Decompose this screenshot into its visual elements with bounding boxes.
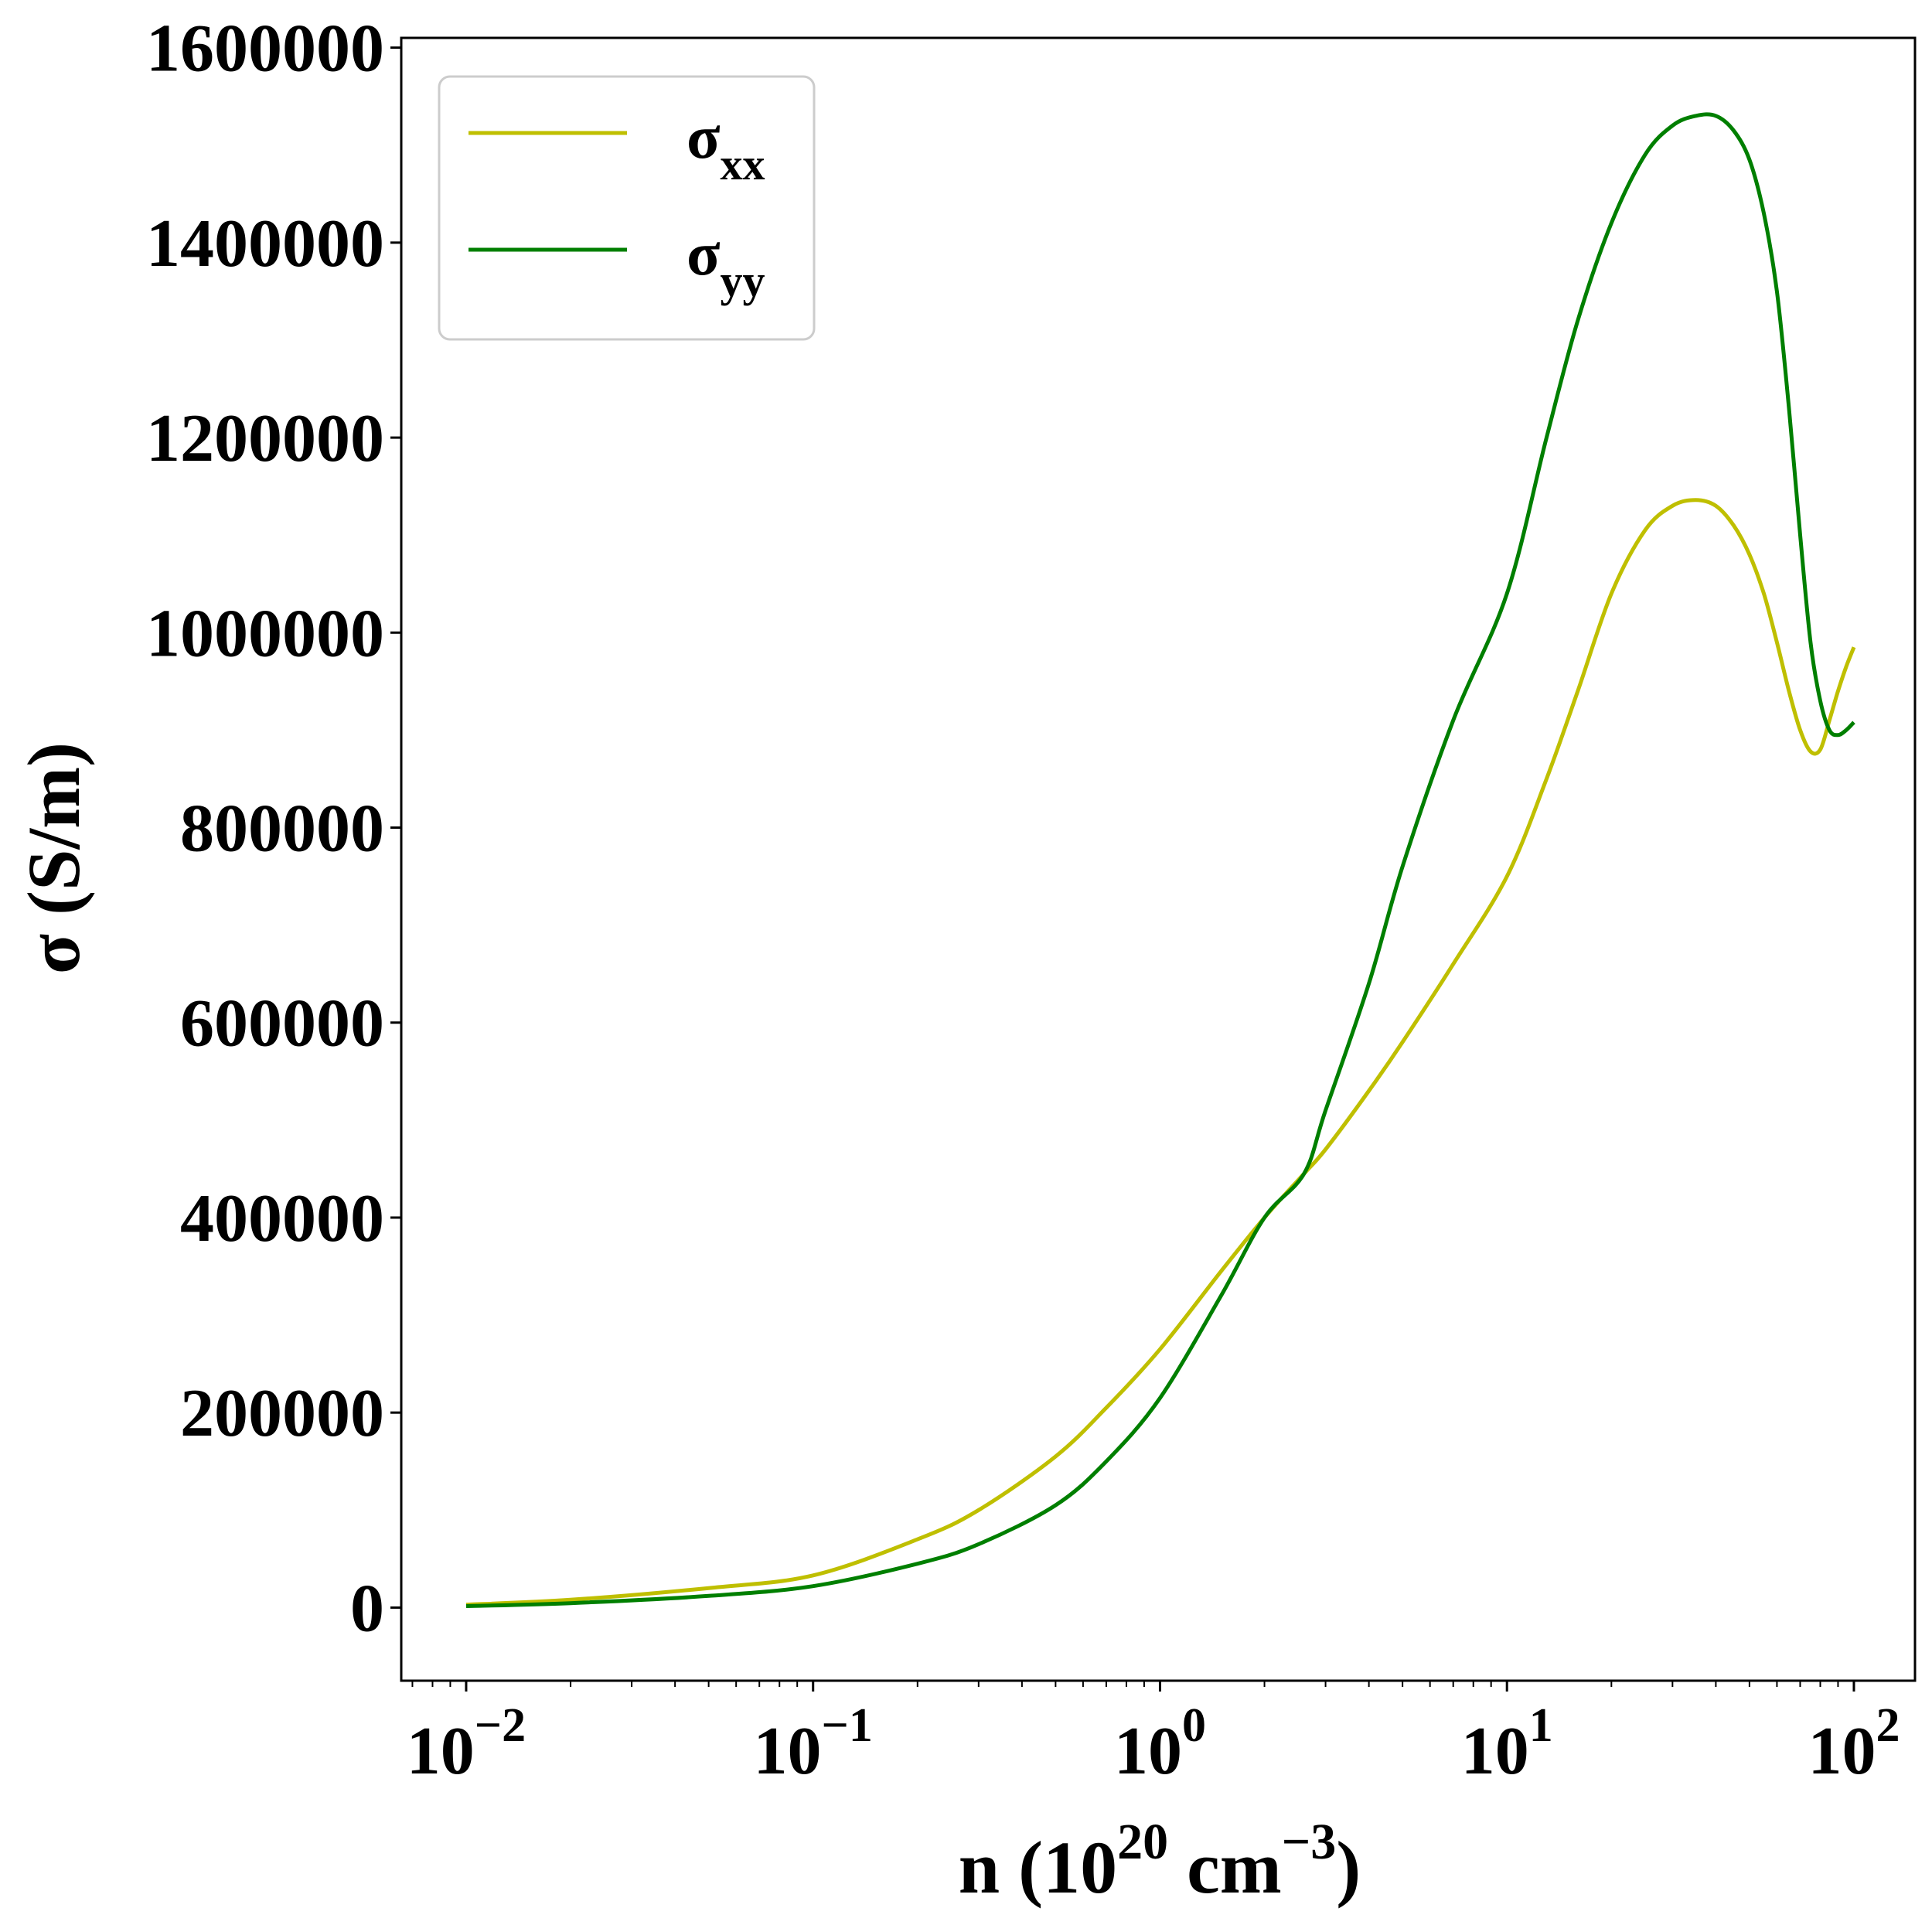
legend-box: [438, 75, 816, 341]
y-tick-label: 1200000: [146, 401, 384, 476]
y-tick-label: 0: [350, 1571, 384, 1646]
x-axis-minor-ticks: [411, 1681, 1839, 1687]
series-line-yy: [465, 112, 1855, 1608]
plot-frame: [400, 36, 1917, 1682]
x-axis-tick-labels: 10−2 10−1 100 101 102: [407, 1699, 1900, 1789]
x-tick-label: 102: [1808, 1699, 1900, 1789]
y-tick-label: 1000000: [146, 596, 384, 671]
y-axis-ticks: [390, 46, 401, 1609]
y-axis-tick-labels: 0 200000 400000 600000 800000 1000000 1200000 1…: [146, 12, 384, 1647]
y-tick-label: 1600000: [146, 12, 384, 87]
x-tick-label: 10−2: [407, 1699, 526, 1789]
legend-label-sigma-xx: σxx: [687, 104, 765, 189]
x-tick-label: 10−1: [754, 1699, 873, 1789]
y-tick-label: 600000: [180, 986, 384, 1061]
y-tick-label: 800000: [180, 792, 384, 867]
legend-label-sigma-yy: σyy: [687, 220, 765, 306]
x-axis-label: n (1020 cm−3): [959, 1814, 1361, 1909]
plot-lines: [465, 112, 1856, 1608]
y-axis-label: σ (S/m): [12, 742, 95, 974]
y-tick-label: 400000: [180, 1181, 384, 1256]
series-line-xx: [465, 498, 1856, 1607]
y-tick-label: 200000: [180, 1376, 384, 1451]
x-axis-ticks: [465, 1681, 1855, 1692]
x-tick-label: 101: [1461, 1699, 1553, 1789]
legend: σxx σyy: [438, 75, 816, 341]
y-tick-label: 1400000: [146, 206, 384, 281]
x-tick-label: 100: [1114, 1699, 1206, 1789]
